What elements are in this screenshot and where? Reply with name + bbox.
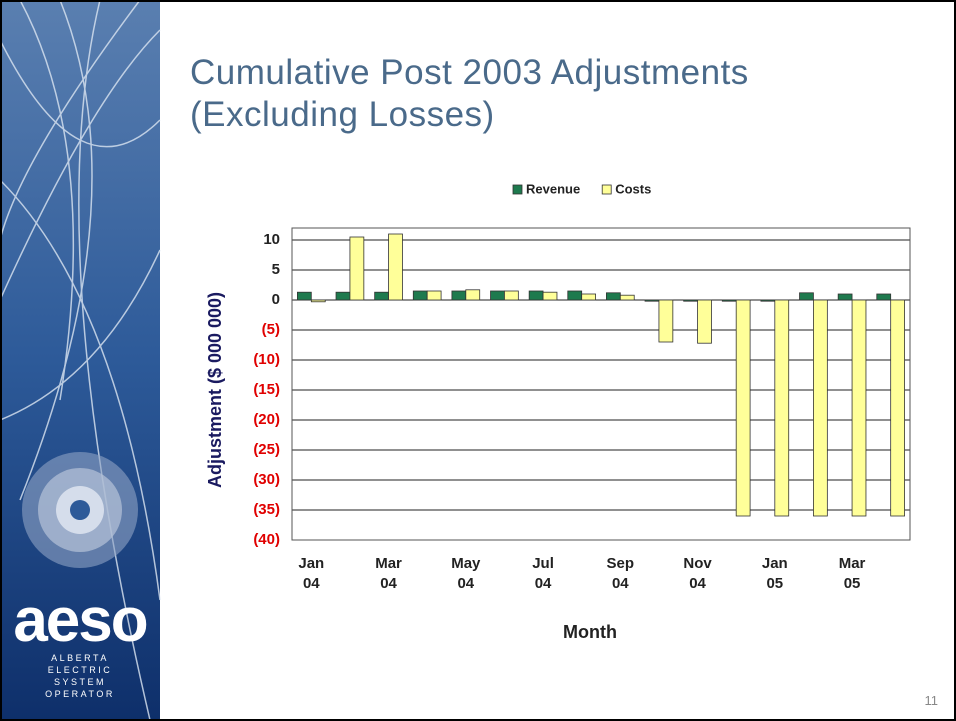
bar xyxy=(567,290,583,301)
y-axis-label: Adjustment ($ 000 000) xyxy=(205,292,225,488)
y-tick-label: (40) xyxy=(253,531,280,548)
x-tick-label: Nov 04 xyxy=(683,555,712,592)
x-tick-label: May 04 xyxy=(451,555,481,592)
legend-label: Costs xyxy=(615,181,651,196)
x-tick-label: Jan 05 xyxy=(761,555,788,592)
y-tick-label: (35) xyxy=(253,501,280,518)
logo-swirl xyxy=(22,452,138,568)
x-axis-label: Month xyxy=(563,622,617,642)
bar xyxy=(490,290,505,301)
bar xyxy=(310,299,326,303)
bar xyxy=(799,292,814,301)
bar xyxy=(721,299,737,302)
bar xyxy=(465,289,481,301)
y-tick-label: (5) xyxy=(262,321,280,338)
swirl-lines xyxy=(0,0,161,721)
legend-swatch xyxy=(512,184,523,195)
bar xyxy=(426,290,442,301)
bar xyxy=(837,293,853,301)
y-tick-label: 0 xyxy=(272,291,280,308)
x-tick-label: Sep 04 xyxy=(606,555,635,592)
y-tick-label: (30) xyxy=(253,471,280,488)
x-tick-label: Jan 04 xyxy=(298,555,325,592)
bar xyxy=(813,299,828,517)
bar xyxy=(528,290,544,301)
bar xyxy=(374,291,389,301)
logo-subtitle: ALBERTA ELECTRIC SYSTEM OPERATOR xyxy=(45,653,115,699)
legend-swatch xyxy=(601,184,612,195)
bar xyxy=(876,293,892,301)
bar xyxy=(683,299,698,302)
side-strip xyxy=(0,0,160,721)
bar xyxy=(349,236,365,301)
x-tick-label: Jul 04 xyxy=(532,555,554,592)
bar xyxy=(851,299,867,517)
bar xyxy=(760,299,776,302)
y-tick-label: (10) xyxy=(253,351,280,368)
bar xyxy=(451,290,467,301)
bar xyxy=(644,299,660,302)
bar xyxy=(658,299,674,343)
bar xyxy=(735,299,751,517)
legend-label: Revenue xyxy=(526,181,580,196)
bar xyxy=(388,233,403,301)
bar xyxy=(542,291,558,301)
bar xyxy=(335,291,351,301)
bar xyxy=(581,293,596,301)
y-tick-label: (20) xyxy=(253,411,280,428)
y-tick-label: (15) xyxy=(253,381,280,398)
y-tick-label: (25) xyxy=(253,441,280,458)
bar xyxy=(606,292,621,301)
plot-frame xyxy=(291,227,911,541)
bar xyxy=(697,299,712,344)
logo: aeso xyxy=(13,586,148,655)
bar xyxy=(504,290,519,301)
bar xyxy=(619,294,635,301)
page-number: 11 xyxy=(924,693,939,708)
bar xyxy=(774,299,790,517)
y-tick-label: 5 xyxy=(272,261,280,278)
x-tick-label: Mar 04 xyxy=(375,555,402,592)
bar xyxy=(890,299,905,517)
slide-title: Cumulative Post 2003 Adjustments (Exclud… xyxy=(190,53,749,134)
bar xyxy=(297,291,312,301)
x-tick-label: Mar 05 xyxy=(838,555,866,592)
bar xyxy=(412,290,428,301)
y-tick-label: 10 xyxy=(263,231,280,248)
